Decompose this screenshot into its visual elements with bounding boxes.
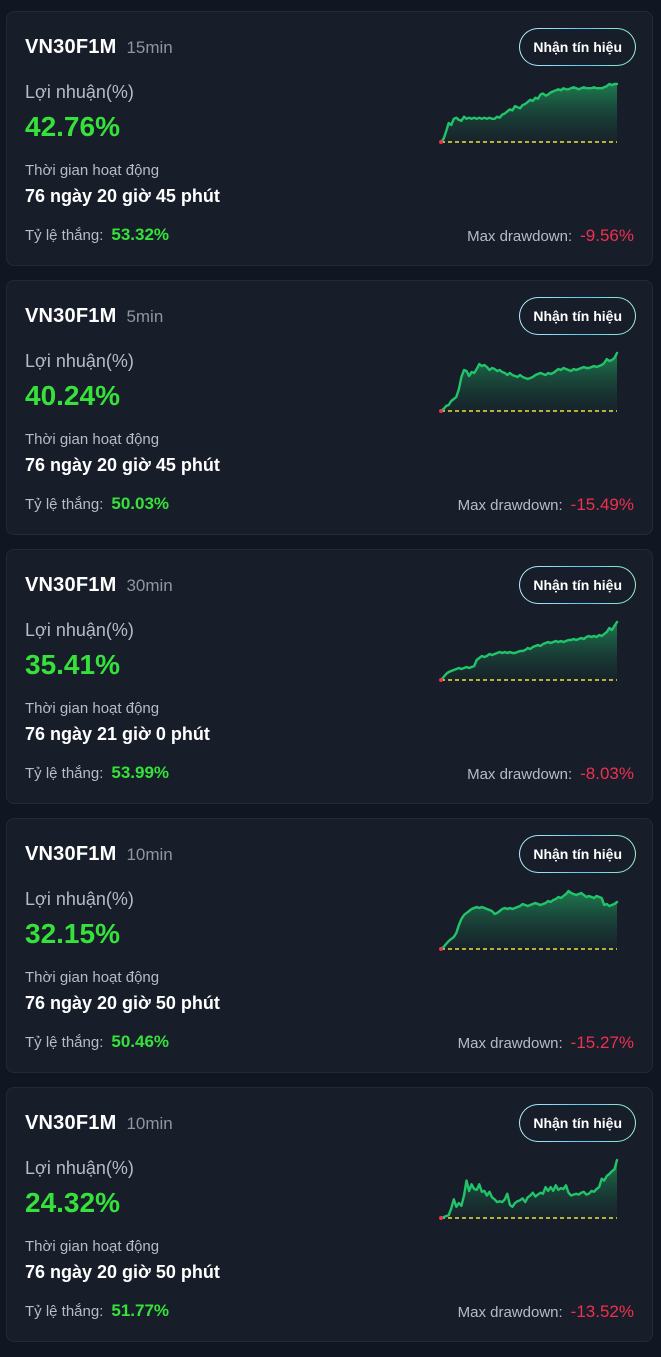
sparkline-area	[441, 622, 617, 680]
max-drawdown-row: Max drawdown: -15.49%	[458, 495, 634, 515]
profit-label: Lợi nhuận(%)	[25, 82, 134, 102]
win-rate-value: 50.46%	[111, 1032, 170, 1051]
win-rate-row: Tỷ lệ thắng: 51.77%	[25, 1301, 169, 1321]
profit-sparkline	[439, 82, 619, 144]
max-drawdown-label: Max drawdown:	[457, 1304, 563, 1321]
sparkline-area	[441, 891, 617, 949]
active-time-label: Thời gian hoạt động	[25, 969, 160, 986]
win-rate-value: 53.99%	[111, 763, 170, 782]
win-rate-label: Tỷ lệ thắng:	[25, 1034, 104, 1051]
max-drawdown-label: Max drawdown:	[467, 766, 573, 783]
profit-label: Lợi nhuận(%)	[25, 351, 134, 371]
card-title-row: VN30F1M 10min	[25, 843, 173, 866]
sparkline-area	[441, 1160, 617, 1218]
profit-value: 24.32%	[25, 1187, 120, 1218]
profit-label: Lợi nhuận(%)	[25, 1158, 134, 1178]
card-title-row: VN30F1M 10min	[25, 1112, 173, 1135]
max-drawdown-label: Max drawdown:	[457, 497, 563, 514]
strategy-card[interactable]: VN30F1M 5min Nhận tín hiệu Lợi nhuận(%) …	[6, 280, 653, 535]
timeframe: 30min	[126, 576, 173, 595]
profit-value: 32.15%	[25, 918, 120, 949]
win-rate-row: Tỷ lệ thắng: 53.99%	[25, 763, 169, 783]
max-drawdown-row: Max drawdown: -9.56%	[467, 226, 634, 246]
profit-sparkline	[439, 1158, 619, 1220]
strategy-card[interactable]: VN30F1M 10min Nhận tín hiệu Lợi nhuận(%)…	[6, 818, 653, 1073]
sparkline-area	[441, 353, 617, 411]
active-time-label: Thời gian hoạt động	[25, 1238, 160, 1255]
max-drawdown-value: -9.56%	[580, 226, 634, 245]
timeframe: 15min	[126, 38, 173, 57]
max-drawdown-row: Max drawdown: -15.27%	[458, 1033, 634, 1053]
sparkline-line	[439, 82, 619, 144]
win-rate-label: Tỷ lệ thắng:	[25, 765, 104, 782]
active-time-value: 76 ngày 20 giờ 45 phút	[25, 186, 220, 206]
symbol: VN30F1M	[25, 36, 117, 58]
win-rate-value: 53.32%	[111, 225, 170, 244]
sparkline-line	[439, 620, 619, 682]
win-rate-label: Tỷ lệ thắng:	[25, 1303, 104, 1320]
timeframe: 5min	[126, 307, 164, 326]
max-drawdown-label: Max drawdown:	[457, 1035, 563, 1052]
sparkline-start-dot	[439, 409, 443, 413]
active-time-value: 76 ngày 20 giờ 45 phút	[25, 455, 220, 475]
max-drawdown-value: -15.27%	[570, 1033, 634, 1052]
profit-label: Lợi nhuận(%)	[25, 620, 134, 640]
win-rate-row: Tỷ lệ thắng: 53.32%	[25, 225, 169, 245]
sparkline-start-dot	[439, 140, 443, 144]
symbol: VN30F1M	[25, 843, 117, 865]
sparkline-line	[439, 351, 619, 413]
sparkline-start-dot	[439, 947, 443, 951]
sparkline-line	[439, 1158, 619, 1220]
timeframe: 10min	[126, 845, 173, 864]
max-drawdown-value: -13.52%	[570, 1302, 634, 1321]
strategy-card[interactable]: VN30F1M 10min Nhận tín hiệu Lợi nhuận(%)…	[6, 1087, 653, 1342]
get-signal-button[interactable]: Nhận tín hiệu	[519, 566, 636, 604]
symbol: VN30F1M	[25, 574, 117, 596]
win-rate-label: Tỷ lệ thắng:	[25, 227, 104, 244]
profit-value: 42.76%	[25, 111, 120, 142]
max-drawdown-row: Max drawdown: -13.52%	[458, 1302, 634, 1322]
card-title-row: VN30F1M 15min	[25, 36, 173, 59]
get-signal-button[interactable]: Nhận tín hiệu	[519, 1104, 636, 1142]
win-rate-value: 50.03%	[111, 494, 170, 513]
max-drawdown-label: Max drawdown:	[467, 228, 573, 245]
max-drawdown-value: -15.49%	[570, 495, 634, 514]
max-drawdown-row: Max drawdown: -8.03%	[467, 764, 634, 784]
symbol: VN30F1M	[25, 1112, 117, 1134]
sparkline-start-dot	[439, 678, 443, 682]
card-title-row: VN30F1M 30min	[25, 574, 173, 597]
active-time-value: 76 ngày 20 giờ 50 phút	[25, 1262, 220, 1282]
active-time-value: 76 ngày 20 giờ 50 phút	[25, 993, 220, 1013]
get-signal-button[interactable]: Nhận tín hiệu	[519, 297, 636, 335]
profit-value: 40.24%	[25, 380, 120, 411]
active-time-label: Thời gian hoạt động	[25, 431, 160, 448]
card-title-row: VN30F1M 5min	[25, 305, 163, 328]
win-rate-row: Tỷ lệ thắng: 50.46%	[25, 1032, 169, 1052]
strategy-card[interactable]: VN30F1M 15min Nhận tín hiệu Lợi nhuận(%)…	[6, 11, 653, 266]
max-drawdown-value: -8.03%	[580, 764, 634, 783]
active-time-label: Thời gian hoạt động	[25, 700, 160, 717]
sparkline-line	[439, 889, 619, 951]
profit-value: 35.41%	[25, 649, 120, 680]
profit-sparkline	[439, 351, 619, 413]
win-rate-label: Tỷ lệ thắng:	[25, 496, 104, 513]
sparkline-start-dot	[439, 1216, 443, 1220]
active-time-value: 76 ngày 21 giờ 0 phút	[25, 724, 210, 744]
profit-sparkline	[439, 889, 619, 951]
strategy-card[interactable]: VN30F1M 30min Nhận tín hiệu Lợi nhuận(%)…	[6, 549, 653, 804]
symbol: VN30F1M	[25, 305, 117, 327]
get-signal-button[interactable]: Nhận tín hiệu	[519, 28, 636, 66]
win-rate-row: Tỷ lệ thắng: 50.03%	[25, 494, 169, 514]
active-time-label: Thời gian hoạt động	[25, 162, 160, 179]
win-rate-value: 51.77%	[111, 1301, 170, 1320]
profit-sparkline	[439, 620, 619, 682]
get-signal-button[interactable]: Nhận tín hiệu	[519, 835, 636, 873]
sparkline-area	[441, 84, 617, 142]
timeframe: 10min	[126, 1114, 173, 1133]
profit-label: Lợi nhuận(%)	[25, 889, 134, 909]
